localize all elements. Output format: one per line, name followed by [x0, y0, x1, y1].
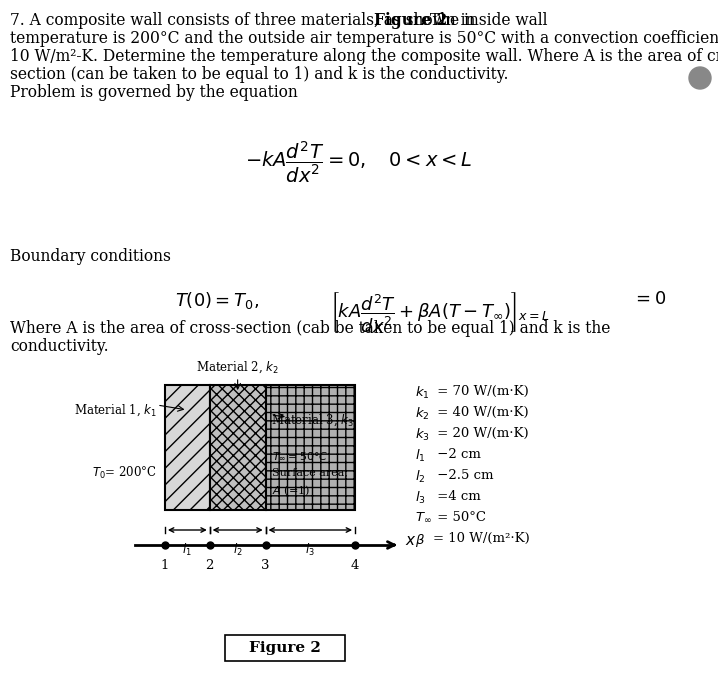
Text: 7. A composite wall consists of three materials, as shown in: 7. A composite wall consists of three ma… [10, 12, 480, 29]
Circle shape [689, 67, 711, 89]
Text: = 40 W/(m·K): = 40 W/(m·K) [433, 406, 528, 419]
Text: Surface area,: Surface area, [271, 467, 348, 477]
Text: $T_\infty$: $T_\infty$ [415, 511, 432, 524]
Text: =4 cm: =4 cm [433, 490, 481, 503]
Text: −2 cm: −2 cm [433, 448, 481, 461]
Bar [165, 385, 210, 510]
Text: Material 3, $k_3$: Material 3, $k_3$ [271, 413, 353, 429]
Text: −2.5 cm: −2.5 cm [433, 469, 493, 482]
Text: 1: 1 [161, 559, 169, 572]
Text: = 50°C: = 50°C [433, 511, 486, 524]
Text: $k_1$: $k_1$ [415, 385, 429, 401]
Text: = 20 W/(m·K): = 20 W/(m·K) [433, 427, 528, 440]
Text: 4: 4 [351, 559, 359, 572]
Text: $T_\infty = 50°C$: $T_\infty = 50°C$ [271, 450, 328, 462]
Text: . The inside wall: . The inside wall [420, 12, 548, 29]
Text: Figure 2: Figure 2 [249, 641, 321, 655]
Text: $l_2$: $l_2$ [415, 469, 426, 485]
Text: $l_3$: $l_3$ [305, 542, 315, 558]
Text: $l_1$: $l_1$ [415, 448, 426, 464]
Text: Problem is governed by the equation: Problem is governed by the equation [10, 84, 298, 101]
Text: temperature is 200°C and the outside air temperature is 50°C with a convection c: temperature is 200°C and the outside air… [10, 30, 718, 47]
Text: $T_0$= 200°C: $T_0$= 200°C [92, 465, 157, 481]
Text: Boundary conditions: Boundary conditions [10, 248, 171, 265]
Text: Material 1, $k_1$: Material 1, $k_1$ [74, 403, 157, 418]
Text: $l_2$: $l_2$ [233, 542, 243, 558]
Text: $x$: $x$ [405, 534, 416, 548]
Text: 10 W/m²-K. Determine the temperature along the composite wall. Where A is the ar: 10 W/m²-K. Determine the temperature alo… [10, 48, 718, 65]
Text: Figure 2: Figure 2 [374, 12, 447, 29]
Text: 2: 2 [205, 559, 214, 572]
Text: $l_1$: $l_1$ [182, 542, 192, 558]
Bar [225, 635, 345, 661]
Text: = 10 W/(m²·K): = 10 W/(m²·K) [433, 532, 530, 545]
Text: $A$ (=1): $A$ (=1) [271, 483, 309, 497]
Text: Material 2, $k_2$: Material 2, $k_2$ [196, 359, 279, 375]
Text: $l_3$: $l_3$ [415, 490, 426, 506]
Text: 3: 3 [261, 559, 270, 572]
Text: = 70 W/(m·K): = 70 W/(m·K) [433, 385, 528, 398]
Text: section (can be taken to be equal to 1) and k is the conductivity.: section (can be taken to be equal to 1) … [10, 66, 508, 83]
Text: $\left[kA\dfrac{d^2T}{dx^2} + \beta A(T - T_\infty)\right]_{x=L}$: $\left[kA\dfrac{d^2T}{dx^2} + \beta A(T … [330, 290, 549, 334]
Bar [210, 385, 266, 510]
Text: $= 0$: $= 0$ [632, 290, 666, 308]
Text: $k_3$: $k_3$ [415, 427, 430, 443]
Text: $\beta$: $\beta$ [415, 532, 425, 549]
Text: conductivity.: conductivity. [10, 338, 108, 355]
Text: $-kA\dfrac{d^2T}{dx^2} = 0, \quad 0 < x < L$: $-kA\dfrac{d^2T}{dx^2} = 0, \quad 0 < x … [246, 140, 472, 185]
Text: $k_2$: $k_2$ [415, 406, 429, 422]
Text: $T(0) = T_0,$: $T(0) = T_0,$ [175, 290, 259, 311]
Text: Where A is the area of cross-section (cab be taken to be equal 1) and k is the: Where A is the area of cross-section (ca… [10, 320, 610, 337]
Bar [266, 385, 355, 510]
